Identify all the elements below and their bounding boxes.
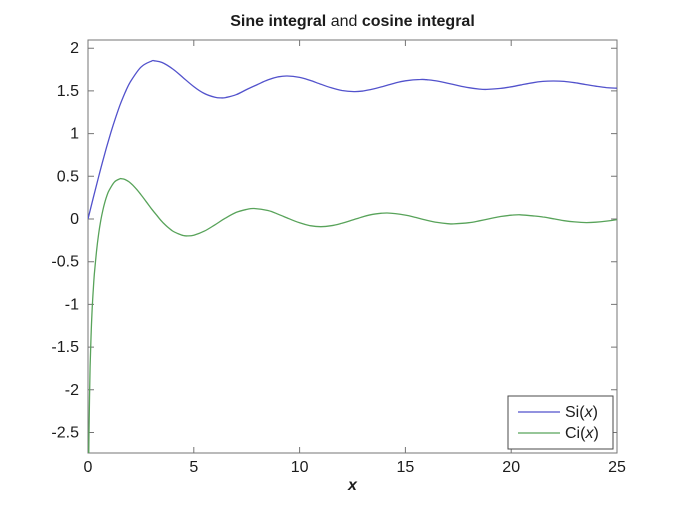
legend-label: Ci(x) — [565, 425, 599, 442]
y-tick-label: 1.5 — [57, 83, 79, 100]
y-tick-label: 0.5 — [57, 168, 79, 185]
x-tick-label: 15 — [397, 459, 415, 476]
x-tick-label: 5 — [189, 459, 198, 476]
x-tick-label: 25 — [608, 459, 626, 476]
y-tick-label: -0.5 — [51, 254, 79, 271]
legend-box — [507, 395, 614, 450]
x-axis-label: x — [348, 477, 357, 494]
title-part-bold-2: cosine integral — [361, 13, 475, 30]
title-part-normal: and — [326, 13, 362, 30]
plot-border — [87, 39, 618, 454]
y-tick-label: -2.5 — [51, 425, 79, 442]
x-tick-label: 10 — [291, 459, 309, 476]
y-tick-label: 2 — [70, 40, 79, 57]
series-si-line — [88, 59, 617, 220]
y-tick-label: -1.5 — [51, 339, 79, 356]
y-tick-label: -1 — [65, 296, 79, 313]
axis-tick-marks — [87, 40, 618, 453]
chart-title: Sine integral and cosine integral — [88, 13, 617, 31]
title-part-bold-1: Sine integral — [230, 13, 327, 30]
x-tick-label: 20 — [502, 459, 520, 476]
y-tick-label: 1 — [70, 126, 79, 143]
x-tick-label: 0 — [84, 459, 93, 476]
series-ci-line — [88, 177, 617, 453]
y-tick-label: 0 — [70, 211, 79, 228]
y-tick-label: -2 — [65, 382, 79, 399]
legend-label: Si(x) — [565, 404, 598, 421]
